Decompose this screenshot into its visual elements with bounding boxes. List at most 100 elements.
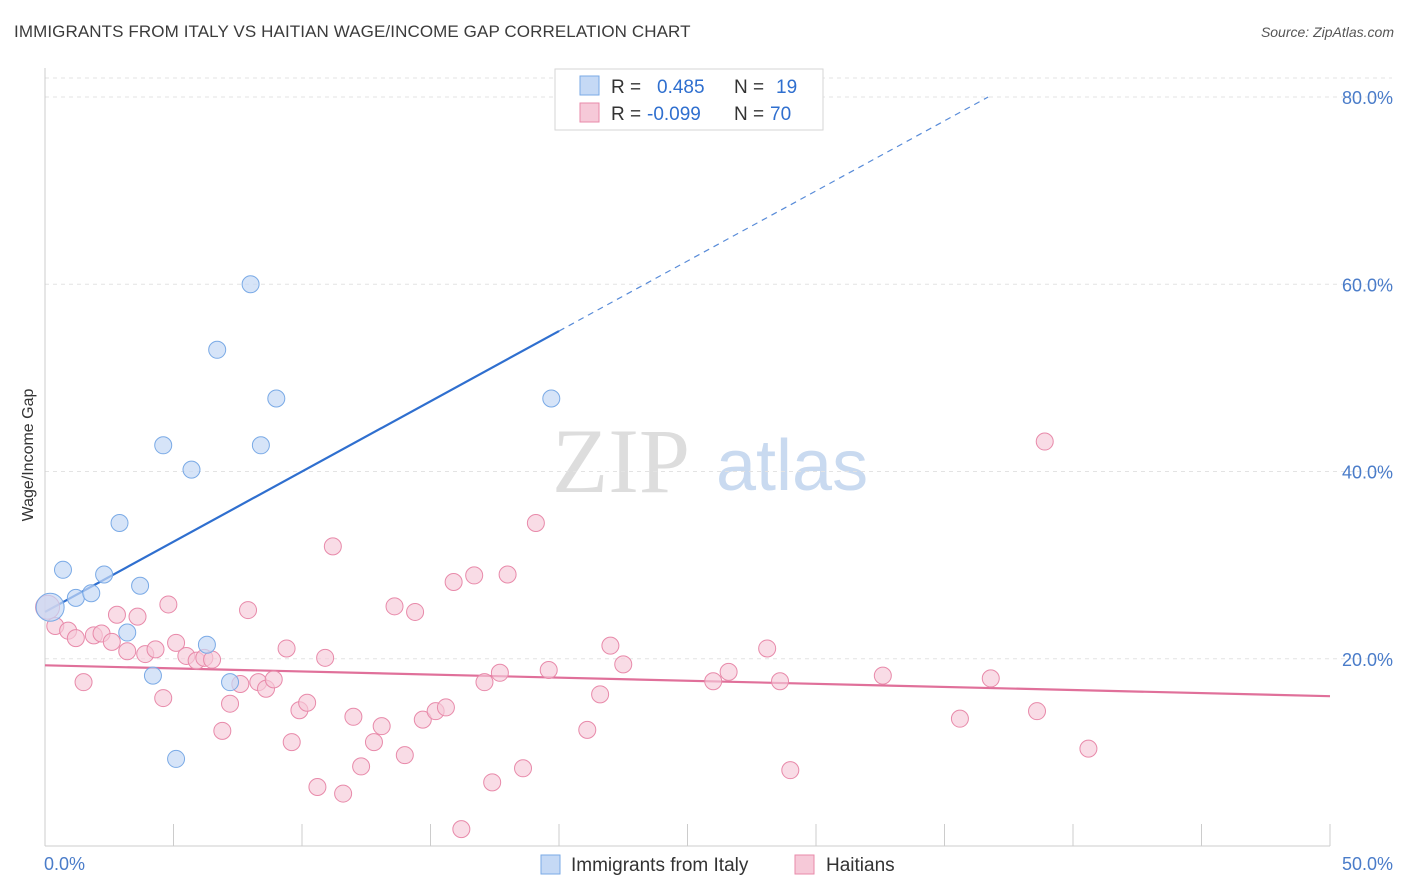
- y-tick-label: 60.0%: [1342, 275, 1393, 295]
- legend-n-value-italy: 19: [776, 77, 797, 98]
- data-point-italy: [118, 623, 137, 642]
- data-point-haitians: [323, 537, 342, 556]
- data-point-haitians: [213, 721, 232, 740]
- tick-labels: 20.0% 40.0% 60.0% 80.0% 0.0% 50.0%: [44, 88, 1393, 874]
- data-point-italy: [542, 389, 561, 408]
- data-point-italy: [110, 513, 129, 532]
- data-point-haitians: [758, 639, 777, 658]
- data-point-haitians: [1028, 702, 1047, 721]
- data-point-haitians: [128, 607, 147, 626]
- data-point-haitians: [1079, 739, 1098, 758]
- bottom-legend: Immigrants from Italy Haitians: [540, 854, 895, 876]
- data-point-haitians: [981, 669, 1000, 688]
- data-point-haitians: [239, 601, 258, 620]
- chart-title: IMMIGRANTS FROM ITALY VS HAITIAN WAGE/IN…: [14, 22, 691, 41]
- watermark-zip: ZIP: [552, 410, 690, 512]
- legend-n-label-haitians: N =: [734, 104, 764, 125]
- data-point-italy: [251, 436, 270, 455]
- data-point-haitians: [221, 694, 240, 713]
- data-point-haitians: [118, 642, 137, 661]
- data-point-haitians: [452, 820, 471, 839]
- legend-n-label-italy: N =: [734, 77, 764, 98]
- bottom-legend-label-italy: Immigrants from Italy: [571, 855, 749, 876]
- data-point-haitians: [74, 673, 93, 692]
- legend-swatch-italy: [579, 75, 600, 96]
- trend-lines: [44, 96, 1331, 698]
- axes: [44, 68, 1331, 847]
- data-point-haitians: [282, 733, 301, 752]
- data-point-haitians: [781, 761, 800, 780]
- trend-line-haitians: [44, 664, 1331, 698]
- x-tick-label: 50.0%: [1342, 854, 1393, 874]
- data-point-haitians: [385, 597, 404, 616]
- data-point-haitians: [298, 693, 317, 712]
- data-point-haitians: [395, 746, 414, 765]
- data-point-italy: [208, 340, 227, 359]
- data-point-haitians: [601, 636, 620, 655]
- data-point-italy: [143, 666, 162, 685]
- data-point-haitians: [526, 513, 545, 532]
- data-point-haitians: [167, 633, 186, 652]
- data-point-haitians: [465, 566, 484, 585]
- trend-line-italy-extension: [558, 96, 989, 332]
- data-point-haitians: [334, 784, 353, 803]
- data-point-haitians: [364, 733, 383, 752]
- data-point-haitians: [490, 663, 509, 682]
- bottom-legend-swatch-haitians: [794, 854, 815, 875]
- data-point-haitians: [352, 757, 371, 776]
- data-point-haitians: [308, 778, 327, 797]
- series-immigrants-from-italy: [35, 275, 561, 768]
- bottom-legend-label-haitians: Haitians: [826, 855, 895, 876]
- data-point-haitians: [873, 666, 892, 685]
- data-point-haitians: [107, 605, 126, 624]
- data-point-haitians: [316, 648, 335, 667]
- data-point-italy: [53, 560, 72, 579]
- data-point-haitians: [704, 672, 723, 691]
- data-point-haitians: [372, 717, 391, 736]
- data-point-italy: [154, 436, 173, 455]
- legend-box: [554, 68, 824, 131]
- data-point-haitians: [578, 720, 597, 739]
- data-point-haitians: [591, 685, 610, 704]
- legend-n-value-haitians: 70: [770, 104, 791, 125]
- data-point-haitians: [950, 709, 969, 728]
- data-point-italy: [95, 565, 114, 584]
- data-point-italy: [182, 460, 201, 479]
- data-point-italy: [241, 275, 260, 294]
- data-point-haitians: [771, 672, 790, 691]
- data-point-haitians: [203, 650, 222, 669]
- legend-r-label-haitians: R =: [611, 104, 641, 125]
- data-point-haitians: [498, 565, 517, 584]
- legend-r-value-italy: 0.485: [657, 77, 705, 98]
- data-point-italy: [267, 389, 286, 408]
- data-point-haitians: [344, 707, 363, 726]
- series-haitians: [35, 432, 1098, 839]
- data-point-haitians: [483, 773, 502, 792]
- data-point-italy: [167, 749, 186, 768]
- bottom-legend-swatch-italy: [540, 854, 561, 875]
- watermark: ZIP atlas: [552, 410, 868, 512]
- data-point-haitians: [1035, 432, 1054, 451]
- y-tick-label: 80.0%: [1342, 88, 1393, 108]
- data-point-italy: [221, 673, 240, 692]
- data-point-haitians: [413, 710, 432, 729]
- source-label: Source: ZipAtlas.com: [1260, 24, 1394, 40]
- data-point-haitians: [539, 660, 558, 679]
- data-point-haitians: [102, 632, 121, 651]
- data-point-italy: [66, 588, 85, 607]
- data-point-haitians: [264, 670, 283, 689]
- data-point-haitians: [277, 639, 296, 658]
- data-point-italy: [35, 592, 65, 622]
- gridlines: [45, 77, 1392, 660]
- data-point-haitians: [514, 759, 533, 778]
- data-point-haitians: [406, 602, 425, 621]
- y-tick-label: 40.0%: [1342, 463, 1393, 483]
- y-axis-label: Wage/Income Gap: [20, 389, 37, 522]
- data-point-italy: [131, 576, 150, 595]
- data-point-italy: [197, 635, 216, 654]
- legend: R = 0.485 N = 19 R = -0.099 N = 70: [554, 68, 824, 131]
- legend-r-label-italy: R =: [611, 77, 641, 98]
- data-point-haitians: [154, 689, 173, 708]
- data-point-haitians: [719, 662, 738, 681]
